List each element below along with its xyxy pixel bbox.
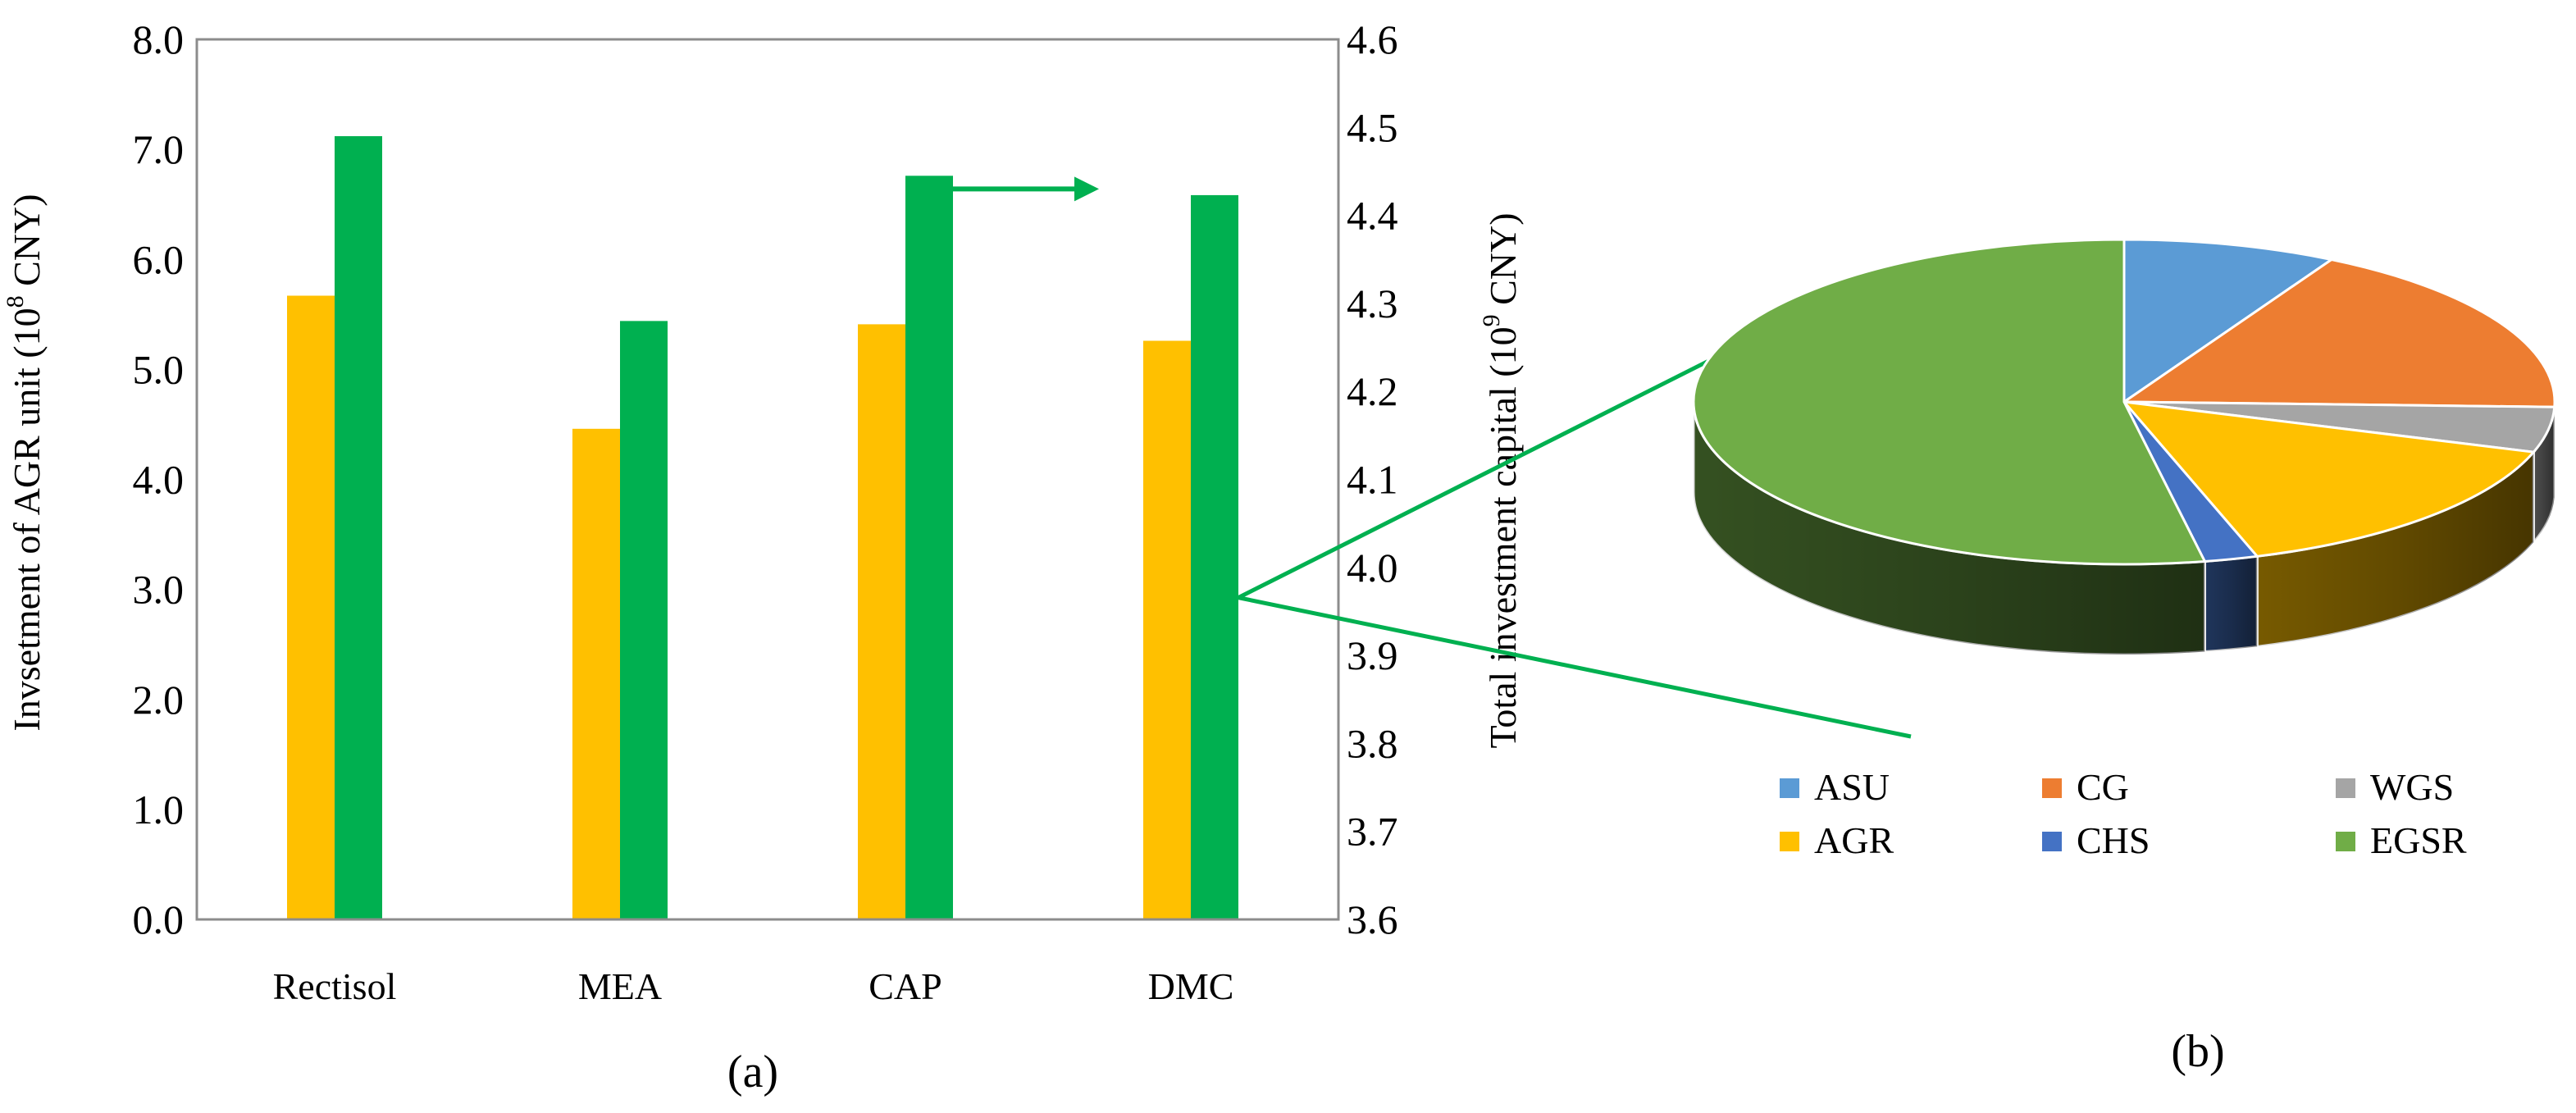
bar-right-rectisol [335, 136, 382, 919]
legend-swatch-wgs [2336, 778, 2355, 798]
pie-side-walls [1692, 401, 2556, 656]
left-tick-label: 5.0 [133, 346, 185, 392]
panel-label-a: (a) [727, 1047, 778, 1097]
left-tick-label: 6.0 [133, 236, 185, 282]
legend-label-egsr: EGSR [2370, 819, 2467, 861]
legend-swatch-asu [1780, 778, 1799, 798]
bar-left-dmc [1143, 340, 1191, 919]
right-axis-ticks: 3.6 3.7 3.8 3.9 4.0 4.1 4.2 4.3 4.4 4.5 4.6 [1347, 16, 1398, 942]
bar-right-mea [620, 321, 668, 919]
right-tick-label: 4.3 [1347, 281, 1398, 326]
category-label-mea: MEA [578, 965, 662, 1007]
pie-slice-asu [2122, 238, 2335, 404]
right-tick-label: 4.2 [1347, 368, 1398, 414]
bar-right-cap [905, 176, 953, 919]
bar-left-cap [858, 324, 905, 919]
right-tick-label: 3.9 [1347, 632, 1398, 678]
legend-swatch-cg [2042, 778, 2062, 798]
legend-label-wgs: WGS [2370, 766, 2454, 808]
right-tick-label: 4.0 [1347, 545, 1398, 591]
right-tick-label: 4.5 [1347, 104, 1398, 150]
pie-side-shade [2257, 452, 2534, 647]
left-tick-label: 8.0 [133, 16, 185, 62]
bar-right-dmc [1191, 194, 1238, 919]
category-label-dmc: DMC [1148, 965, 1234, 1007]
left-tick-label: 2.0 [133, 677, 185, 723]
legend-swatch-agr [1780, 832, 1799, 851]
y-axis-label-left: Invsetment of AGR unit (108 CNY) [2, 194, 48, 731]
category-label-rectisol: Rectisol [273, 965, 397, 1007]
pie-side-shade [2204, 556, 2258, 652]
pie-legend: ASU CG WGS AGR CHS EGSR [1780, 766, 2467, 861]
legend-swatch-chs [2042, 832, 2062, 851]
category-label-cap: CAP [869, 965, 941, 1007]
left-axis-ticks: 0.0 1.0 2.0 3.0 4.0 5.0 6.0 7.0 8.0 [133, 16, 185, 942]
right-tick-label: 3.6 [1347, 896, 1398, 942]
pie-slices [1692, 238, 2556, 566]
plot-frame [195, 38, 1340, 921]
right-tick-label: 4.4 [1347, 193, 1398, 239]
right-tick-label: 4.1 [1347, 457, 1398, 503]
left-tick-label: 3.0 [133, 567, 185, 613]
legend-label-chs: CHS [2077, 819, 2150, 861]
left-tick-label: 1.0 [133, 787, 185, 832]
pie-slice-cg [2120, 258, 2556, 408]
right-tick-label: 4.6 [1347, 16, 1398, 62]
right-tick-label: 3.7 [1347, 809, 1398, 855]
pie-slice-agr [2121, 400, 2537, 558]
panel-label-b: (b) [2171, 1026, 2224, 1077]
bar-left-mea [572, 428, 620, 919]
right-tick-label: 3.8 [1347, 720, 1398, 766]
bar-series [287, 136, 1238, 920]
legend-swatch-egsr [2336, 832, 2355, 851]
pie-slice-egsr [1692, 238, 2207, 566]
pie-side-shade [2533, 407, 2555, 543]
connector-line-lower [1238, 595, 1912, 739]
bar-left-rectisol [287, 295, 335, 920]
legend-label-asu: ASU [1814, 766, 1890, 808]
left-tick-label: 0.0 [133, 896, 185, 942]
pie-side-shade [1694, 402, 2205, 655]
left-tick-label: 7.0 [133, 126, 185, 172]
legend-label-agr: AGR [1814, 819, 1894, 861]
y-axis-label-right: Total investment capital (109 CNY) [1478, 212, 1524, 748]
left-tick-label: 4.0 [133, 457, 185, 503]
pie-chart-panel-b: ASU CG WGS AGR CHS EGSR (b) [1692, 238, 2556, 1077]
bar-chart-panel-a: 0.0 1.0 2.0 3.0 4.0 5.0 6.0 7.0 8.0 3.6 3.7 3.8 3.9… [2, 16, 1524, 1097]
category-labels: Rectisol MEA CAP DMC [273, 965, 1234, 1007]
legend-label-cg: CG [2077, 766, 2129, 808]
